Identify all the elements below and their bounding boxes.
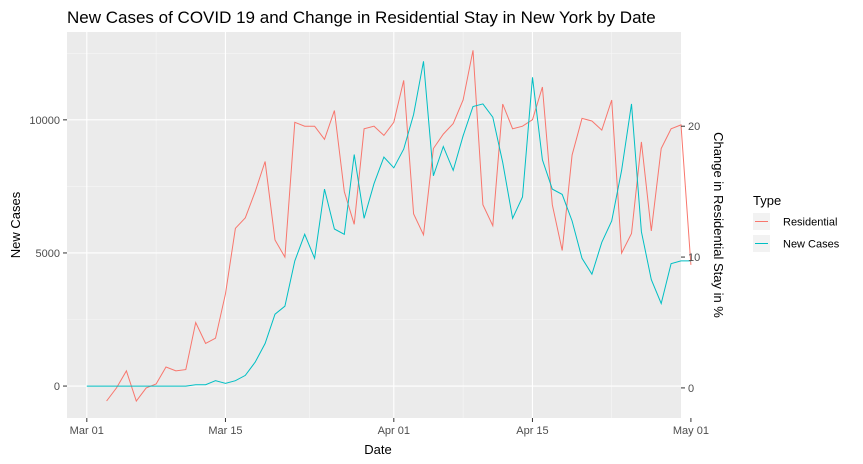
x-tick-label: Mar 15	[208, 425, 242, 437]
y2-tick-label: 10	[688, 252, 700, 264]
legend-label-new-cases: New Cases	[783, 239, 840, 251]
series-layer	[86, 50, 692, 403]
y-tick-label: 5000	[36, 248, 60, 260]
x-tick-label: Apr 15	[516, 425, 548, 437]
series-line-residential	[106, 50, 692, 403]
minor-gridlines	[67, 32, 681, 418]
chart-title: New Cases of COVID 19 and Change in Resi…	[67, 8, 656, 27]
legend-label-residential: Residential	[783, 217, 837, 229]
legend-title: Type	[753, 193, 781, 208]
y-tick-label: 10000	[29, 115, 60, 127]
y-axis-title: New Cases	[8, 191, 23, 258]
tick-labels: Mar 01 Mar 15 Apr 01 Apr 15 May 01 0 5000 10000…	[29, 115, 709, 437]
x-tick-label: May 01	[673, 425, 709, 437]
x-axis-title: Date	[364, 442, 391, 457]
plot-panel	[67, 32, 681, 418]
y-tick-label: 0	[54, 381, 60, 393]
series-line-new-cases	[86, 61, 691, 387]
x-tick-label: Apr 01	[378, 425, 410, 437]
y2-axis-title: Change in Residential Stay in %	[711, 132, 726, 318]
y2-tick-label: 20	[688, 121, 700, 133]
x-tick-label: Mar 01	[70, 425, 104, 437]
major-gridlines	[67, 32, 692, 418]
legend: Type Residential New Cases	[753, 193, 840, 252]
legend-items: Residential New Cases	[753, 213, 840, 252]
y2-tick-label: 0	[688, 383, 694, 395]
